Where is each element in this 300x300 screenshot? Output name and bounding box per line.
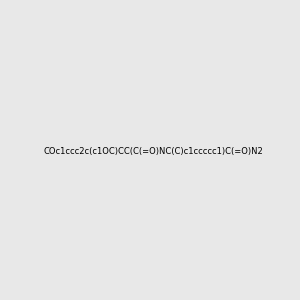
Text: COc1ccc2c(c1OC)CC(C(=O)NC(C)c1ccccc1)C(=O)N2: COc1ccc2c(c1OC)CC(C(=O)NC(C)c1ccccc1)C(=… bbox=[44, 147, 264, 156]
